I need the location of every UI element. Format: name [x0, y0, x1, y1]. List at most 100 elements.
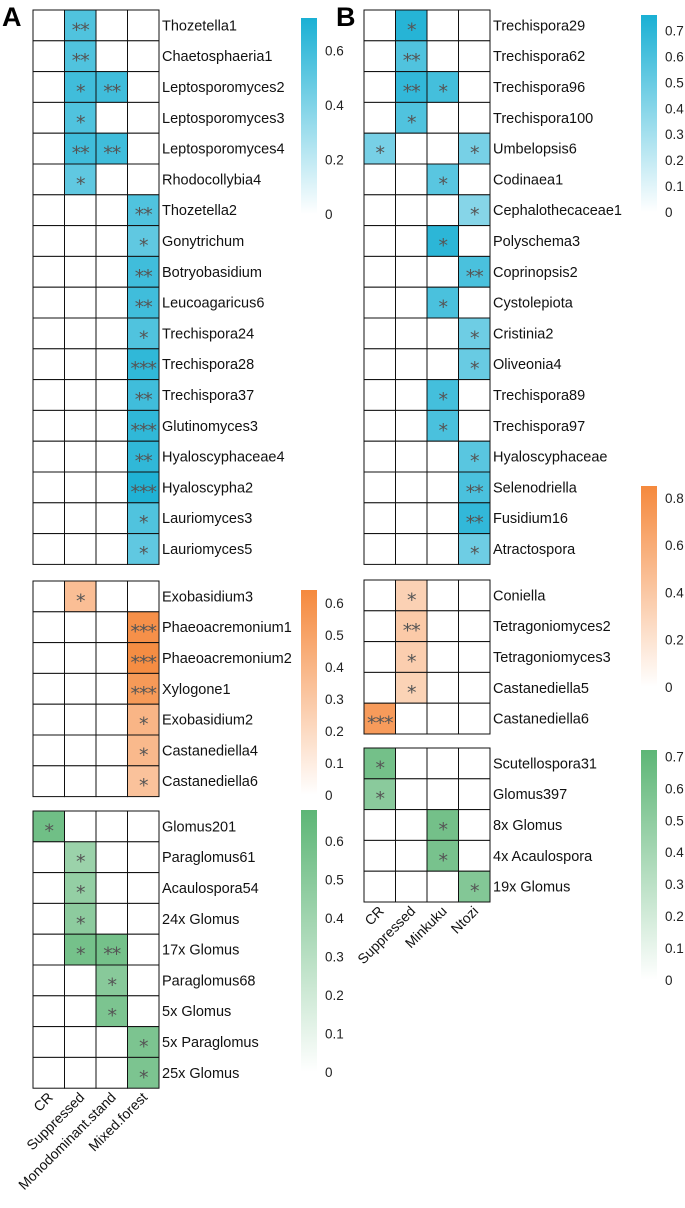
heatmap-cell: [426, 747, 459, 780]
heatmap-cell: [426, 440, 459, 473]
heatmap-cell: [64, 841, 97, 874]
heatmap-cell: [32, 734, 65, 767]
row-label: 4x Acaulospora: [493, 849, 593, 865]
row-label: 24x Glomus: [162, 912, 239, 928]
significance-stars: **: [103, 81, 121, 103]
significance-stars: ***: [131, 652, 157, 674]
heatmap-cell: [95, 348, 128, 381]
heatmap-cell: [363, 579, 396, 612]
heatmap-cell: [127, 995, 160, 1028]
heatmap-block-blue: * Trechispora29** Trechispora62** * Trechisp…: [363, 9, 622, 565]
heatmap-cell: [458, 870, 491, 903]
heatmap-cell: [395, 163, 428, 196]
heatmap-cell: [426, 9, 459, 42]
significance-stars: *: [139, 512, 148, 534]
significance-stars: **: [103, 143, 121, 165]
significance-stars: *: [139, 775, 148, 797]
heatmap-cell: [127, 1056, 160, 1089]
significance-stars: *: [76, 81, 85, 103]
row-label: Oliveonia4: [493, 357, 562, 373]
heatmap-cell: [426, 225, 459, 257]
heatmap-cell: [426, 409, 459, 442]
heatmap-cell: [127, 841, 160, 874]
significance-stars: *: [407, 589, 416, 611]
row-label: Scutellospora31: [493, 756, 597, 772]
legend-tick-label: 0.5: [665, 813, 684, 828]
legend-tick-label: 0.1: [665, 179, 684, 194]
heatmap-cell: [395, 225, 428, 257]
heatmap-cell: [458, 610, 491, 643]
significance-stars: *: [407, 112, 416, 134]
heatmap-cell: [363, 870, 396, 903]
heatmap-cell: [395, 255, 428, 288]
heatmap-cell: [395, 579, 428, 612]
significance-stars: **: [72, 143, 90, 165]
heatmap-cell: [95, 1026, 128, 1058]
heatmap-cell: [458, 317, 491, 350]
heatmap-cell: [363, 471, 396, 504]
legend-tick-label: 0.6: [665, 49, 684, 64]
row-label: Castanediella4: [162, 743, 258, 759]
heatmap-cell: [95, 810, 128, 843]
row-label: Trechispora62: [493, 49, 585, 65]
row-label: Trechispora29: [493, 18, 585, 34]
heatmap-cell: [95, 317, 128, 350]
significance-stars: *: [376, 757, 385, 779]
legend-tick-label: 0.1: [325, 1026, 344, 1041]
color-legend-blue: 0 0.1 0.2 0.3 0.4 0.5 0.6 0.7: [641, 15, 684, 220]
color-legend-green: 0 0.1 0.2 0.3 0.4 0.5 0.6: [301, 810, 344, 1080]
heatmap-cell: [363, 610, 396, 643]
row-label: Trechispora24: [162, 326, 254, 342]
heatmap-cell: [458, 40, 491, 73]
heatmap-cell: [395, 348, 428, 381]
color-legend-green: 0 0.1 0.2 0.3 0.4 0.5 0.6 0.7: [641, 749, 684, 988]
row-label: 5x Paraglomus: [162, 1035, 259, 1051]
heatmap-cell: [426, 870, 459, 903]
heatmap-cell: [395, 641, 428, 673]
heatmap-cell: [127, 225, 160, 257]
heatmap-cell: [395, 778, 428, 811]
heatmap-cell: [127, 348, 160, 381]
row-label: Polyschema3: [493, 234, 580, 250]
heatmap-cell: [64, 348, 97, 381]
heatmap-cell: [363, 641, 396, 673]
heatmap-cell: [426, 702, 459, 735]
legend-tick-label: 0.2: [325, 988, 344, 1003]
heatmap-cell: [64, 533, 97, 565]
heatmap-cell: [127, 872, 160, 904]
heatmap-cell: [64, 1026, 97, 1058]
row-label: Paraglomus68: [162, 973, 256, 989]
heatmap-cell: [363, 671, 396, 704]
row-label: Castanediella5: [493, 681, 589, 697]
row-label: Leptosporomyces2: [162, 80, 285, 96]
significance-stars: ***: [131, 420, 157, 442]
heatmap-cell: [395, 533, 428, 565]
significance-stars: *: [108, 1005, 117, 1027]
heatmap-cell: [95, 40, 128, 73]
heatmap-cell: [32, 580, 65, 613]
row-label: Leptosporomyces4: [162, 142, 285, 158]
heatmap-cell: [95, 440, 128, 473]
significance-stars: *: [407, 19, 416, 41]
significance-stars: **: [403, 50, 421, 72]
row-label: Trechispora89: [493, 388, 585, 404]
column-label: Ntozi: [447, 903, 481, 937]
heatmap-cell: [95, 409, 128, 442]
row-label: Rhodocollybia4: [162, 172, 261, 188]
heatmap-cell: [127, 9, 160, 42]
heatmap-cell: [458, 101, 491, 134]
heatmap-cell: [458, 839, 491, 872]
heatmap-cell: [127, 101, 160, 134]
legend-tick-label: 0.7: [665, 24, 684, 39]
heatmap-cell: [64, 163, 97, 196]
heatmap-cell: [127, 255, 160, 288]
heatmap-cell: [64, 1056, 97, 1089]
row-label: Trechispora37: [162, 388, 254, 404]
legend-tick-label: 0.2: [325, 724, 344, 739]
heatmap-cell: [32, 471, 65, 504]
heatmap-cell: [363, 747, 396, 780]
row-label: 17x Glomus: [162, 943, 239, 959]
row-label: Trechispora96: [493, 80, 585, 96]
row-label: Thozetella2: [162, 203, 237, 219]
heatmap-cell: [95, 611, 128, 644]
